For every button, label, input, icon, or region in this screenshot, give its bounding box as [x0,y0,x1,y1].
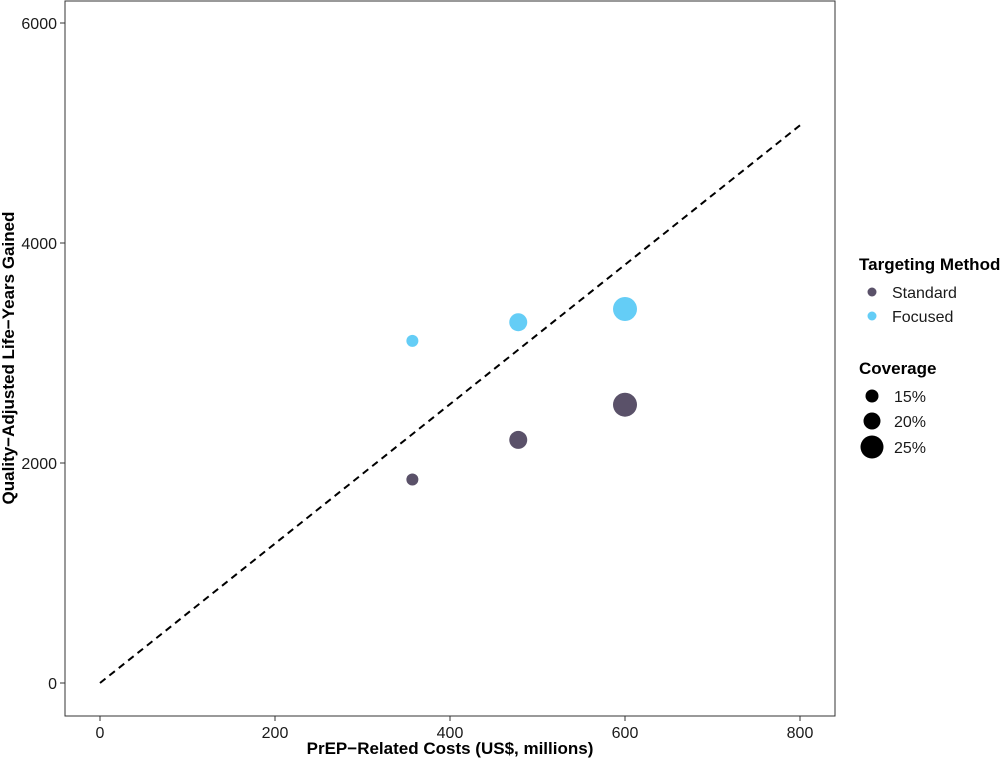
legend-color-title: Targeting Method [859,255,1000,274]
legend-label-focused: Focused [892,309,953,326]
y-tick-label: 0 [48,676,57,693]
x-tick-label: 0 [96,725,105,742]
point-focused-15 [406,334,419,347]
legend-label-coverage-15: 15% [894,389,926,406]
y-tick-label: 4000 [21,236,57,253]
legend-key-focused [867,311,877,321]
legend-key-coverage-25 [860,435,884,459]
plot-panel [64,0,836,717]
reference-line [99,124,801,684]
point-standard-20 [509,430,528,449]
x-axis: 0 200 400 600 800 [96,716,814,742]
point-focused-25 [613,297,637,321]
legend: Targeting Method Standard Focused Covera… [859,255,1000,459]
legend-key-standard [867,287,877,297]
x-tick-label: 600 [612,725,639,742]
legend-key-coverage-15 [865,389,879,403]
data-points [406,297,637,486]
x-tick-label: 200 [262,725,289,742]
point-standard-25 [613,392,637,417]
legend-label-coverage-25: 25% [894,440,926,457]
y-tick-label: 6000 [21,16,57,33]
legend-key-coverage-20 [863,412,881,430]
legend-label-coverage-20: 20% [894,414,926,431]
x-tick-label: 400 [437,725,464,742]
y-tick-label: 2000 [21,456,57,473]
legend-size-title: Coverage [859,359,936,378]
y-axis-title: Quality−Adjusted Life−Years Gained [0,212,18,505]
x-tick-label: 800 [787,725,814,742]
point-focused-20 [509,313,528,332]
y-axis: 0 2000 4000 6000 [21,16,65,693]
legend-label-standard: Standard [892,285,957,302]
x-axis-title: PrEP−Related Costs (US$, millions) [307,739,594,758]
point-standard-15 [406,473,419,486]
